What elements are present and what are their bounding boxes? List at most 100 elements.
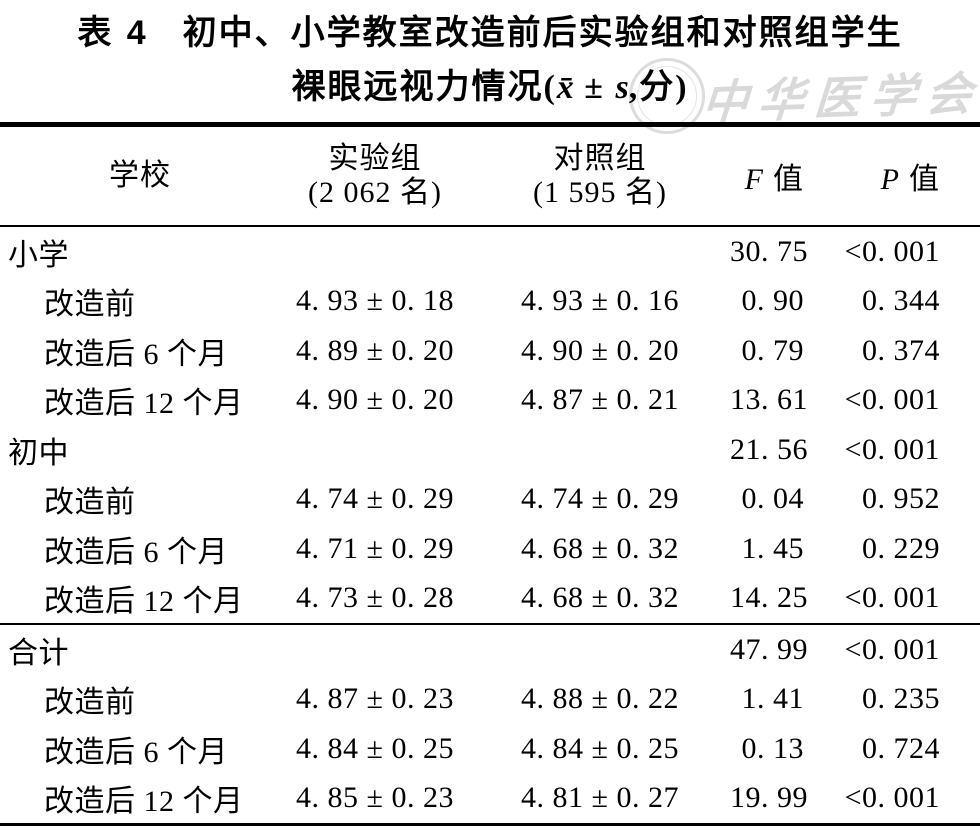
experimental-group-n: (2 062 名) [308, 176, 442, 209]
cell-f-value: 1. 45 [741, 531, 804, 565]
col-header-school: 学校 [0, 124, 280, 227]
title-line2-prefix: 裸眼远视力情况( [291, 69, 557, 106]
cell-experimental: 4. 85 ± 0. 23 [296, 781, 454, 815]
cell-experimental: 4. 90 ± 0. 20 [296, 383, 454, 417]
table-row: 改造后 12 个月 4. 73 ± 0. 28 4. 68 ± 0. 32 14… [0, 574, 980, 625]
cell-p-value: 0. 724 [862, 731, 940, 765]
f-suffix: 值 [773, 163, 804, 196]
cell-f-value: 0. 90 [741, 284, 804, 318]
cell-p-value: <0. 001 [844, 234, 940, 268]
table-title-line2: 裸眼远视力情况(x̄ ± s,分) [0, 61, 980, 115]
cell-label: 初中 [8, 436, 69, 470]
cell-label: 小学 [8, 238, 69, 272]
table-row: 改造后 12 个月 4. 85 ± 0. 23 4. 81 ± 0. 27 19… [0, 774, 980, 825]
cell-experimental: 4. 87 ± 0. 23 [296, 682, 454, 716]
col-header-experimental: 实验组 (2 062 名) [280, 124, 470, 227]
cell-experimental: 4. 89 ± 0. 20 [296, 333, 454, 367]
cell-f-value: 13. 61 [730, 383, 808, 417]
cell-f-value: 14. 25 [730, 581, 808, 615]
col-header-control: 对照组 (1 595 名) [470, 124, 730, 227]
cell-experimental: 4. 74 ± 0. 29 [296, 482, 454, 516]
cell-experimental: 4. 73 ± 0. 28 [296, 581, 454, 615]
cell-experimental: 4. 71 ± 0. 29 [296, 531, 454, 565]
table-row: 改造后 6 个月 4. 84 ± 0. 25 4. 84 ± 0. 25 0. … [0, 724, 980, 774]
cell-label: 改造后 6 个月 [44, 735, 228, 769]
cell-control: 4. 93 ± 0. 16 [521, 284, 679, 318]
cell-f-value: 0. 13 [741, 731, 804, 765]
cell-control: 4. 90 ± 0. 20 [521, 333, 679, 367]
cell-experimental [280, 425, 470, 475]
control-group-n: (1 595 名) [533, 176, 667, 209]
f-symbol: F [744, 163, 764, 196]
cell-f-value: 30. 75 [730, 234, 808, 268]
cell-label: 改造后 6 个月 [44, 535, 228, 569]
xbar-symbol: x̄ [556, 69, 574, 106]
cell-experimental: 4. 84 ± 0. 25 [296, 731, 454, 765]
cell-control: 4. 88 ± 0. 22 [521, 682, 679, 716]
table-row-primary-school: 小学 30. 75 <0. 001 [0, 226, 980, 277]
cell-p-value: 0. 229 [862, 531, 940, 565]
cell-control: 4. 84 ± 0. 25 [521, 731, 679, 765]
cell-p-value: 0. 235 [862, 682, 940, 716]
cell-p-value: <0. 001 [844, 383, 940, 417]
cell-f-value: 21. 56 [730, 432, 808, 466]
cell-p-value: <0. 001 [810, 623, 980, 675]
table-row: 改造前 4. 93 ± 0. 18 4. 93 ± 0. 16 0. 90 0.… [0, 277, 980, 327]
cell-p-value: 0. 374 [862, 333, 940, 367]
cell-control: 4. 68 ± 0. 32 [521, 531, 679, 565]
control-group-label: 对照组 [553, 142, 647, 175]
s-symbol: s [615, 69, 629, 106]
title-line2-suffix: ,分) [628, 69, 689, 106]
plus-minus-symbol: ± [573, 69, 616, 106]
cell-control: 4. 87 ± 0. 21 [521, 383, 679, 417]
table-row-middle-school: 初中 21. 56 <0. 001 [0, 425, 980, 475]
table-number-label: 表 4 [77, 14, 149, 52]
p-symbol: P [880, 163, 900, 196]
cell-experimental: 4. 93 ± 0. 18 [296, 284, 454, 318]
table-row: 改造后 6 个月 4. 89 ± 0. 20 4. 90 ± 0. 20 0. … [0, 326, 980, 376]
table-title: 表 4 初中、小学教室改造前后实验组和对照组学生 裸眼远视力情况(x̄ ± s,分… [0, 6, 980, 115]
cell-label: 改造后 12 个月 [44, 785, 244, 819]
cell-label: 改造前 [44, 686, 136, 720]
cell-p-value: <0. 001 [844, 432, 940, 466]
cell-experimental [280, 623, 470, 675]
cell-f-value: 1. 41 [741, 682, 804, 716]
cell-control [470, 425, 730, 475]
cell-label: 合计 [0, 623, 280, 675]
cell-f-value: 0. 04 [741, 482, 804, 516]
cell-label: 改造前 [44, 288, 136, 322]
cell-f-value: 47. 99 [730, 623, 810, 675]
cell-p-value: 0. 344 [862, 284, 940, 318]
cell-label: 改造后 12 个月 [44, 585, 244, 619]
cell-control [470, 226, 730, 277]
p-suffix: 值 [909, 163, 940, 196]
cell-p-value: <0. 001 [844, 781, 940, 815]
table-title-text: 初中、小学教室改造前后实验组和对照组学生 [182, 15, 903, 52]
table-row: 改造前 4. 74 ± 0. 29 4. 74 ± 0. 29 0. 04 0.… [0, 475, 980, 525]
experimental-group-label: 实验组 [328, 142, 422, 175]
table-row: 改造前 4. 87 ± 0. 23 4. 88 ± 0. 22 1. 41 0.… [0, 675, 980, 725]
cell-label: 改造后 12 个月 [44, 387, 244, 421]
cell-control: 4. 68 ± 0. 32 [521, 581, 679, 615]
cell-experimental [280, 226, 470, 277]
cell-p-value: <0. 001 [844, 581, 940, 615]
table-body: 小学 30. 75 <0. 001 改造前 4. 93 ± 0. 18 4. 9… [0, 226, 980, 825]
cell-label: 改造后 6 个月 [44, 337, 228, 371]
table-row-total: 合计 47. 99 <0. 001 [0, 623, 980, 675]
table-row: 改造后 12 个月 4. 90 ± 0. 20 4. 87 ± 0. 21 13… [0, 376, 980, 426]
cell-control: 4. 81 ± 0. 27 [521, 781, 679, 815]
cell-p-value: 0. 952 [862, 482, 940, 516]
cell-label: 改造前 [44, 486, 136, 520]
cell-f-value: 0. 79 [741, 333, 804, 367]
table-row: 改造后 6 个月 4. 71 ± 0. 29 4. 68 ± 0. 32 1. … [0, 524, 980, 574]
cell-f-value: 19. 99 [730, 781, 808, 815]
table-title-line1: 表 4 初中、小学教室改造前后实验组和对照组学生 [0, 6, 980, 61]
cell-control: 4. 74 ± 0. 29 [521, 482, 679, 516]
cell-control [470, 623, 730, 675]
